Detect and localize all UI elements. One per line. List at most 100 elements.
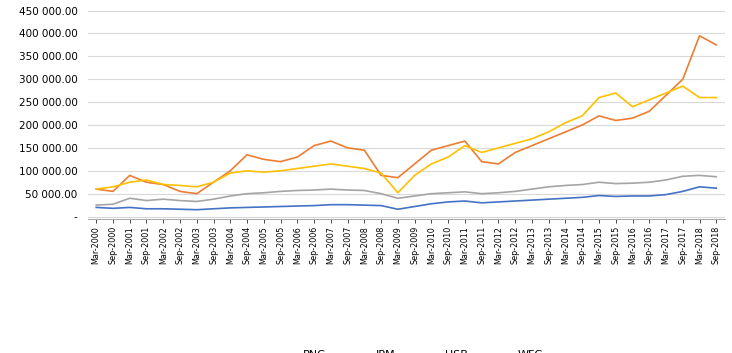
JPM xyxy=(193,192,201,196)
PNC xyxy=(679,189,687,193)
WFC xyxy=(276,169,285,173)
USB xyxy=(594,180,603,184)
WFC xyxy=(494,146,503,150)
USB xyxy=(193,199,201,204)
JPM xyxy=(695,34,704,38)
PNC xyxy=(528,198,537,202)
PNC xyxy=(511,199,520,203)
Line: JPM: JPM xyxy=(96,36,717,194)
WFC xyxy=(209,180,218,184)
JPM xyxy=(326,139,335,143)
PNC xyxy=(293,204,302,208)
JPM xyxy=(209,180,218,184)
USB xyxy=(394,196,403,201)
WFC xyxy=(142,178,151,182)
JPM xyxy=(645,109,654,113)
USB xyxy=(276,189,285,193)
USB xyxy=(377,192,386,196)
USB xyxy=(477,192,486,196)
PNC xyxy=(125,205,134,210)
WFC xyxy=(259,170,268,174)
WFC xyxy=(92,187,100,191)
USB xyxy=(511,189,520,193)
JPM xyxy=(310,144,318,148)
USB xyxy=(176,198,184,203)
WFC xyxy=(594,95,603,100)
PNC xyxy=(193,208,201,212)
USB xyxy=(611,181,620,186)
JPM xyxy=(611,118,620,122)
JPM xyxy=(259,157,268,161)
Legend: PNC, JPM, USB, WFC: PNC, JPM, USB, WFC xyxy=(265,345,548,353)
JPM xyxy=(394,175,403,180)
PNC xyxy=(410,204,419,209)
USB xyxy=(494,191,503,195)
USB xyxy=(460,190,469,194)
JPM xyxy=(92,187,100,191)
WFC xyxy=(444,155,452,159)
WFC xyxy=(293,166,302,170)
USB xyxy=(360,189,369,193)
PNC xyxy=(226,206,235,210)
JPM xyxy=(578,123,586,127)
WFC xyxy=(578,114,586,118)
JPM xyxy=(159,183,168,187)
PNC xyxy=(343,203,352,207)
WFC xyxy=(108,185,117,189)
WFC xyxy=(326,162,335,166)
Line: USB: USB xyxy=(96,175,717,205)
WFC xyxy=(193,185,201,189)
JPM xyxy=(242,152,252,157)
USB xyxy=(242,192,252,196)
WFC xyxy=(176,183,184,187)
PNC xyxy=(494,200,503,204)
PNC xyxy=(259,205,268,209)
WFC xyxy=(394,191,403,195)
USB xyxy=(662,178,671,182)
USB xyxy=(561,183,570,187)
WFC xyxy=(310,164,318,168)
WFC xyxy=(410,173,419,178)
JPM xyxy=(561,130,570,134)
JPM xyxy=(494,162,503,166)
USB xyxy=(310,188,318,192)
JPM xyxy=(594,114,603,118)
USB xyxy=(159,197,168,201)
WFC xyxy=(662,91,671,95)
PNC xyxy=(108,206,117,210)
USB xyxy=(142,198,151,203)
WFC xyxy=(242,169,252,173)
WFC xyxy=(511,141,520,145)
PNC xyxy=(460,199,469,203)
WFC xyxy=(460,144,469,148)
PNC xyxy=(159,207,168,211)
PNC xyxy=(695,185,704,189)
WFC xyxy=(545,130,553,134)
JPM xyxy=(477,160,486,164)
USB xyxy=(528,187,537,191)
JPM xyxy=(293,155,302,159)
USB xyxy=(343,188,352,192)
PNC xyxy=(92,205,100,210)
JPM xyxy=(360,148,369,152)
PNC xyxy=(712,186,721,190)
WFC xyxy=(477,150,486,155)
USB xyxy=(108,202,117,207)
WFC xyxy=(125,180,134,184)
PNC xyxy=(142,207,151,211)
PNC xyxy=(662,192,671,197)
PNC xyxy=(594,193,603,198)
JPM xyxy=(343,146,352,150)
USB xyxy=(259,191,268,195)
JPM xyxy=(377,173,386,178)
JPM xyxy=(662,93,671,97)
USB xyxy=(645,180,654,184)
WFC xyxy=(360,166,369,170)
WFC xyxy=(427,162,436,166)
JPM xyxy=(545,137,553,141)
WFC xyxy=(159,183,168,187)
PNC xyxy=(611,194,620,198)
WFC xyxy=(561,121,570,125)
WFC xyxy=(377,171,386,175)
WFC xyxy=(343,164,352,168)
